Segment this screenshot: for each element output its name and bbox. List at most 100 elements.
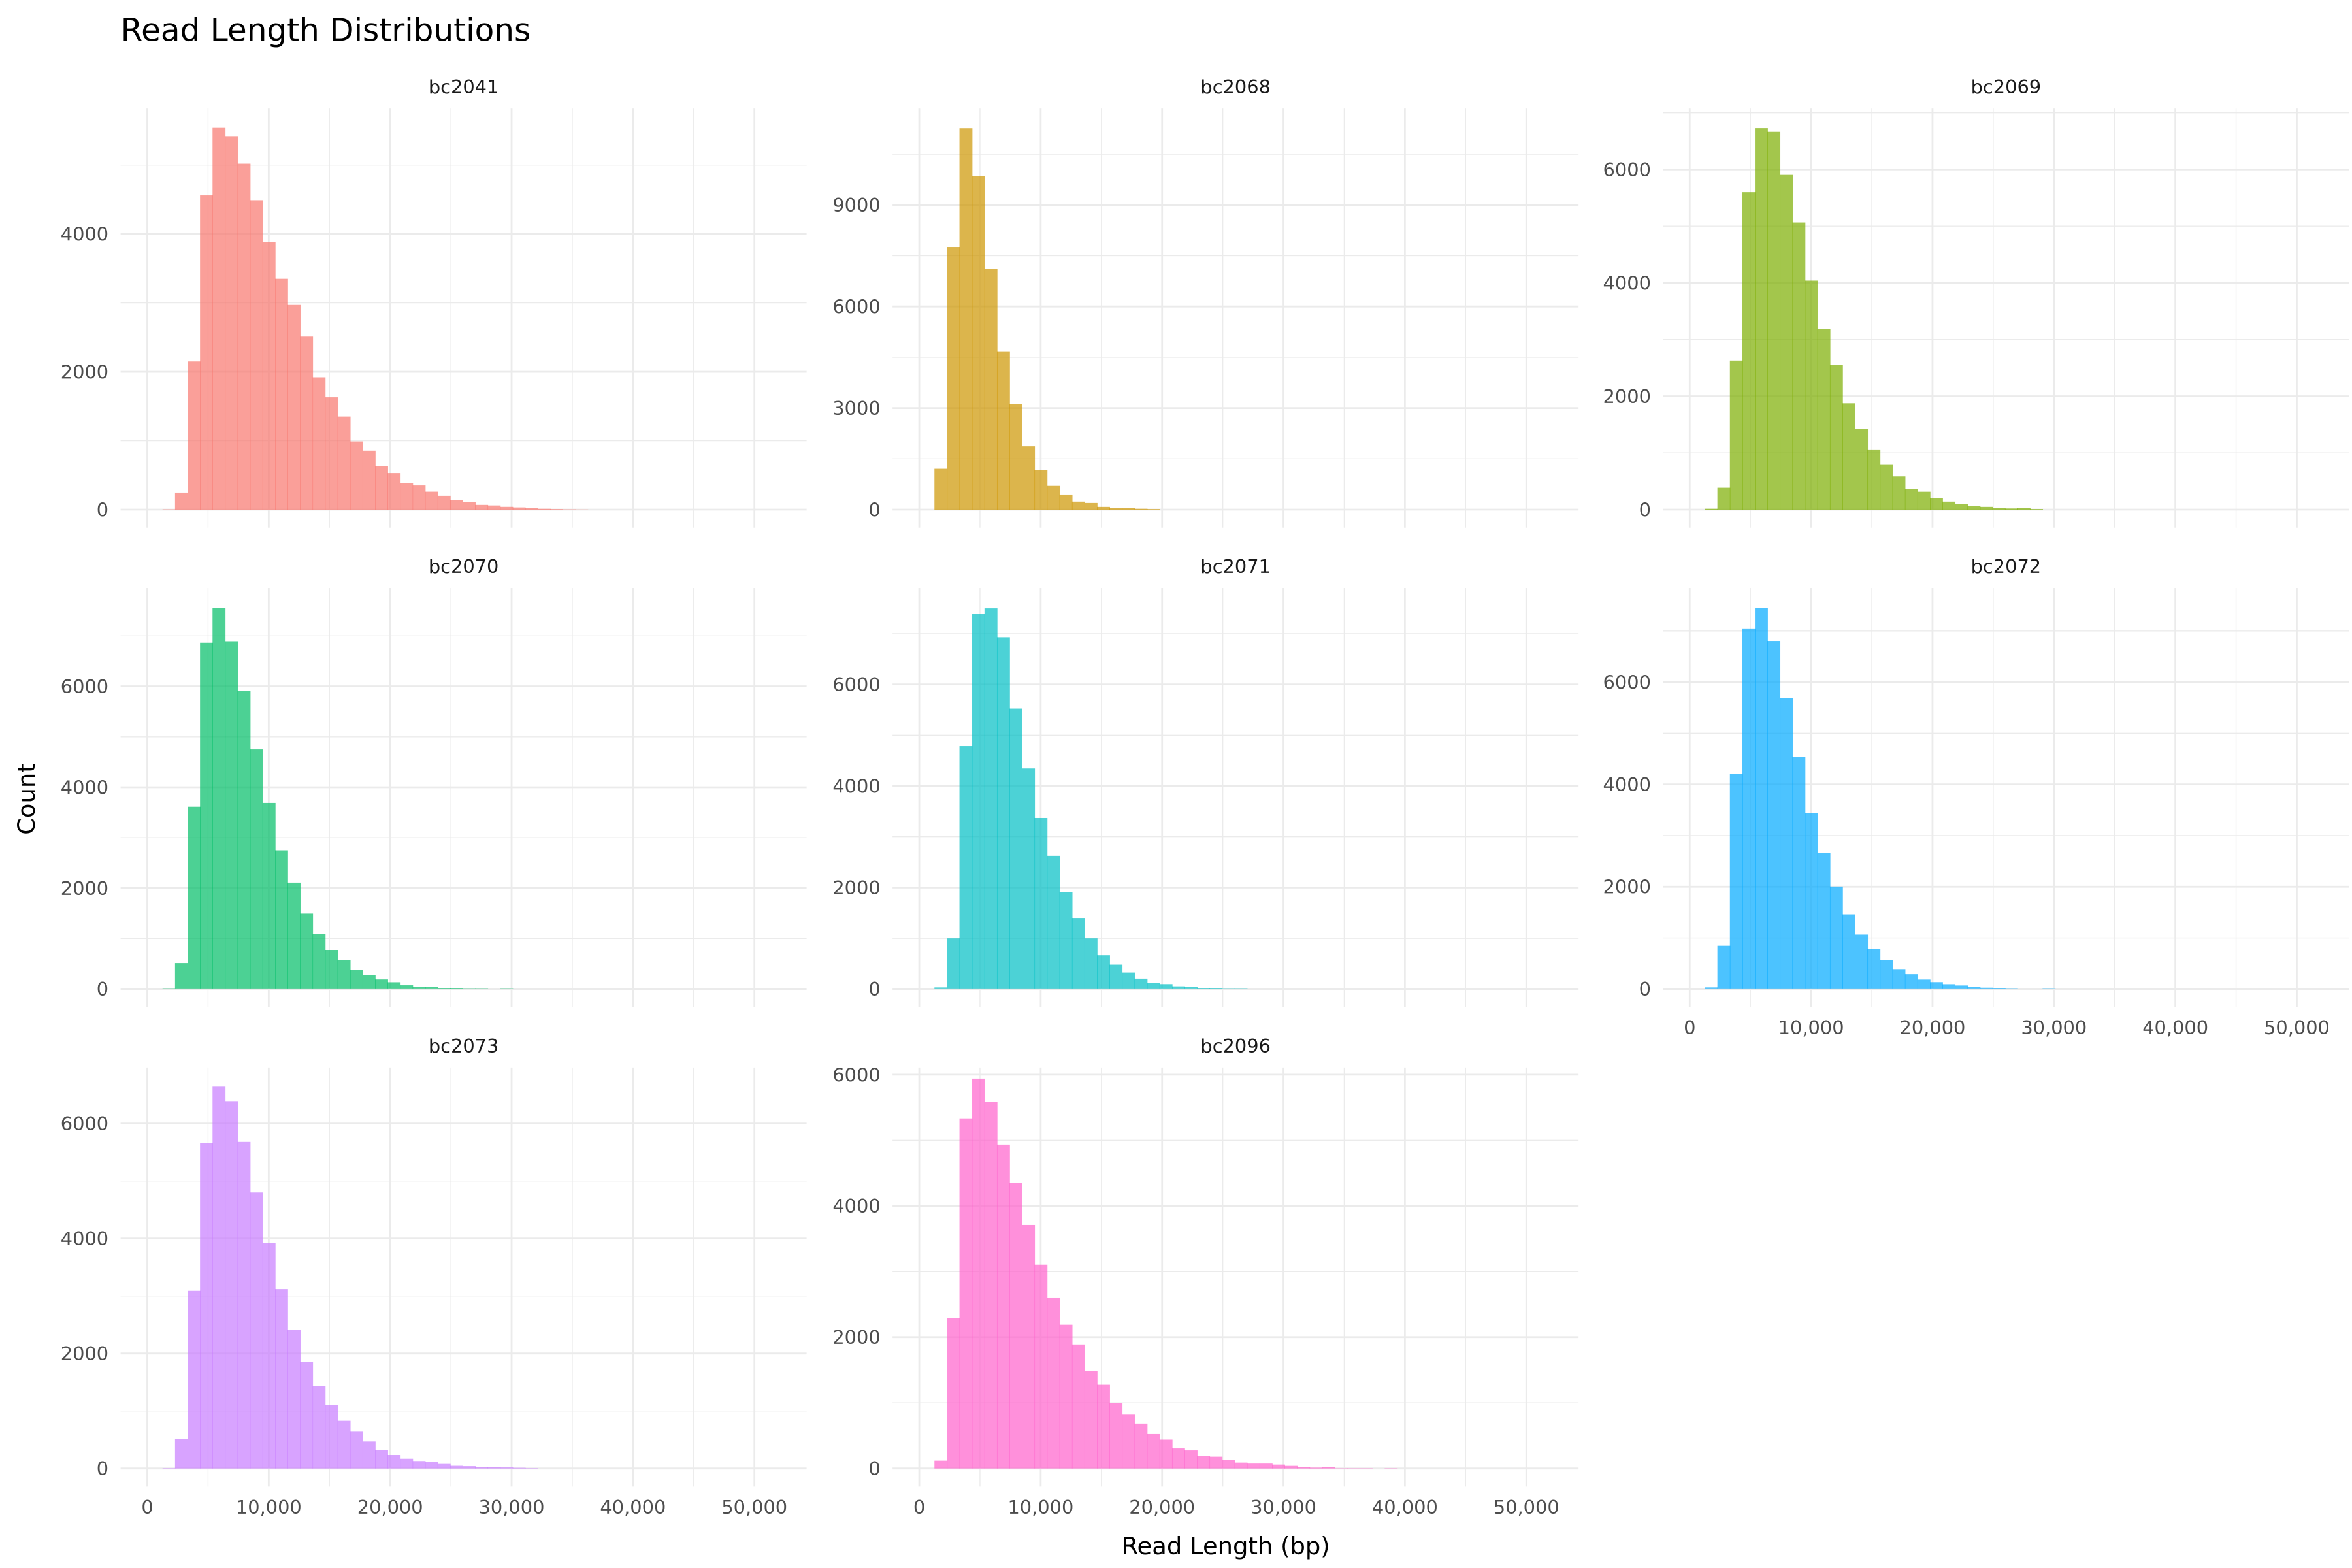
histogram-bar: [237, 163, 251, 510]
histogram-bar: [1729, 360, 1743, 510]
histogram-bar: [1134, 508, 1148, 510]
histogram-bar: [1705, 987, 1718, 989]
histogram-bar: [188, 1290, 201, 1469]
chart-title: Read Length Distributions: [121, 12, 531, 48]
histogram-bar: [212, 127, 226, 510]
histogram-bar: [449, 500, 463, 510]
x-tick-label: 30,000: [2021, 1017, 2087, 1039]
histogram-bar: [325, 950, 338, 989]
histogram-bar: [1084, 1370, 1098, 1469]
x-tick-label: 30,000: [479, 1496, 545, 1518]
histogram-bar: [400, 985, 414, 989]
histogram-bar: [425, 987, 438, 989]
histogram-bar: [1892, 476, 1906, 510]
y-tick-label: 4000: [832, 1195, 880, 1217]
histogram-bar: [1109, 964, 1123, 989]
histogram-bar: [312, 934, 326, 989]
histogram-bar: [1917, 491, 1931, 510]
histogram-bar: [972, 176, 985, 510]
histogram-bar: [1134, 1423, 1148, 1469]
histogram-bar: [1222, 1460, 1235, 1469]
histogram-bar: [1047, 1297, 1060, 1469]
facet-strip-label: bc2069: [1971, 76, 2042, 98]
histogram-bar: [1022, 1224, 1036, 1469]
histogram-bar: [262, 1243, 276, 1469]
facet-strip-label: bc2068: [1200, 76, 1271, 98]
histogram-bar: [1867, 948, 1881, 989]
y-tick-label: 4000: [61, 1228, 108, 1250]
histogram-bar: [1171, 1448, 1185, 1469]
histogram-bar: [959, 128, 973, 510]
facet-strip-label: bc2073: [429, 1035, 499, 1057]
histogram-bar: [1184, 1450, 1198, 1469]
histogram-bar: [1122, 972, 1135, 989]
facet-panel-bc2041: bc2041 0 2000 4000: [61, 76, 807, 528]
histogram-bar: [1992, 988, 2006, 989]
x-tick-label: 10,000: [1007, 1496, 1073, 1518]
histogram-bar: [996, 637, 1010, 989]
y-tick-label: 4000: [1603, 774, 1651, 796]
histogram-bar: [1967, 506, 1981, 510]
histogram-bar: [1059, 494, 1073, 510]
facet-strip-label: bc2041: [429, 76, 499, 98]
histogram-bar: [350, 1431, 363, 1469]
y-axis-title: Count: [12, 763, 41, 835]
y-tick-label: 2000: [1603, 385, 1651, 408]
histogram-bar: [1209, 988, 1223, 989]
histogram-bar: [275, 1289, 288, 1469]
histogram-bar: [188, 361, 201, 510]
histogram-bar: [475, 1467, 489, 1469]
facet-panel-bc2070: bc2070 0 2000 4000 6000: [61, 555, 807, 1007]
histogram-bar: [1755, 128, 1768, 510]
histogram-bar: [300, 913, 314, 989]
histogram-bar: [275, 850, 288, 989]
y-tick-label: 0: [1639, 978, 1651, 1000]
histogram-bar: [174, 963, 188, 989]
x-tick-label: 40,000: [1372, 1496, 1438, 1518]
histogram-bar: [1930, 982, 1943, 989]
histogram-bar: [1322, 1467, 1335, 1469]
histogram-bar: [412, 1461, 426, 1469]
histogram-bar: [1892, 969, 1906, 989]
histogram-bar: [1034, 470, 1048, 510]
histogram-bar: [972, 1078, 985, 1469]
histogram-bar: [1109, 1403, 1123, 1469]
histogram-bar: [1059, 892, 1073, 989]
histogram-bar: [1817, 853, 1831, 989]
histogram-bar: [1955, 504, 1968, 510]
x-tick-label: 20,000: [1129, 1496, 1195, 1518]
facet-panels: bc2041 0 2000 4000 bc2068 0 3000 6000 9000 bc2069…: [61, 76, 2349, 1518]
histogram-bar: [387, 473, 401, 510]
histogram-bar: [1980, 987, 1993, 989]
histogram-bar: [1992, 508, 2006, 510]
histogram-bar: [2017, 508, 2031, 510]
histogram-bar: [1247, 1463, 1260, 1469]
x-tick-label: 40,000: [2142, 1017, 2208, 1039]
histogram-bar: [1022, 446, 1036, 510]
histogram-bar: [1147, 983, 1160, 989]
histogram-bar: [500, 506, 514, 510]
histogram-bar: [1197, 1456, 1211, 1469]
histogram-bar: [1122, 1414, 1135, 1469]
y-tick-label: 4000: [1603, 272, 1651, 294]
histogram-bar: [1792, 757, 1806, 989]
histogram-bar: [375, 979, 388, 989]
histogram-bar: [1009, 1183, 1022, 1469]
histogram-bar: [463, 1466, 476, 1469]
histogram-bar: [1159, 984, 1173, 989]
histogram-bar: [437, 988, 451, 989]
histogram-bar: [1904, 489, 1918, 510]
y-tick-label: 6000: [61, 676, 108, 698]
y-tick-label: 6000: [1603, 159, 1651, 181]
histogram-bar: [362, 1441, 376, 1469]
histogram-bar: [1034, 817, 1048, 989]
y-tick-label: 9000: [832, 194, 880, 216]
histogram-bar: [1097, 955, 1110, 989]
histogram-bar: [1147, 509, 1160, 510]
facet-panel-bc2073: bc2073 0 2000 4000 6000 0 10,000 20,000 30,000 40…: [61, 1035, 807, 1518]
histogram-bar: [1097, 1384, 1110, 1469]
histogram-bar: [1071, 501, 1085, 510]
histogram-bar: [1097, 506, 1110, 510]
histogram-bar: [300, 1362, 314, 1469]
